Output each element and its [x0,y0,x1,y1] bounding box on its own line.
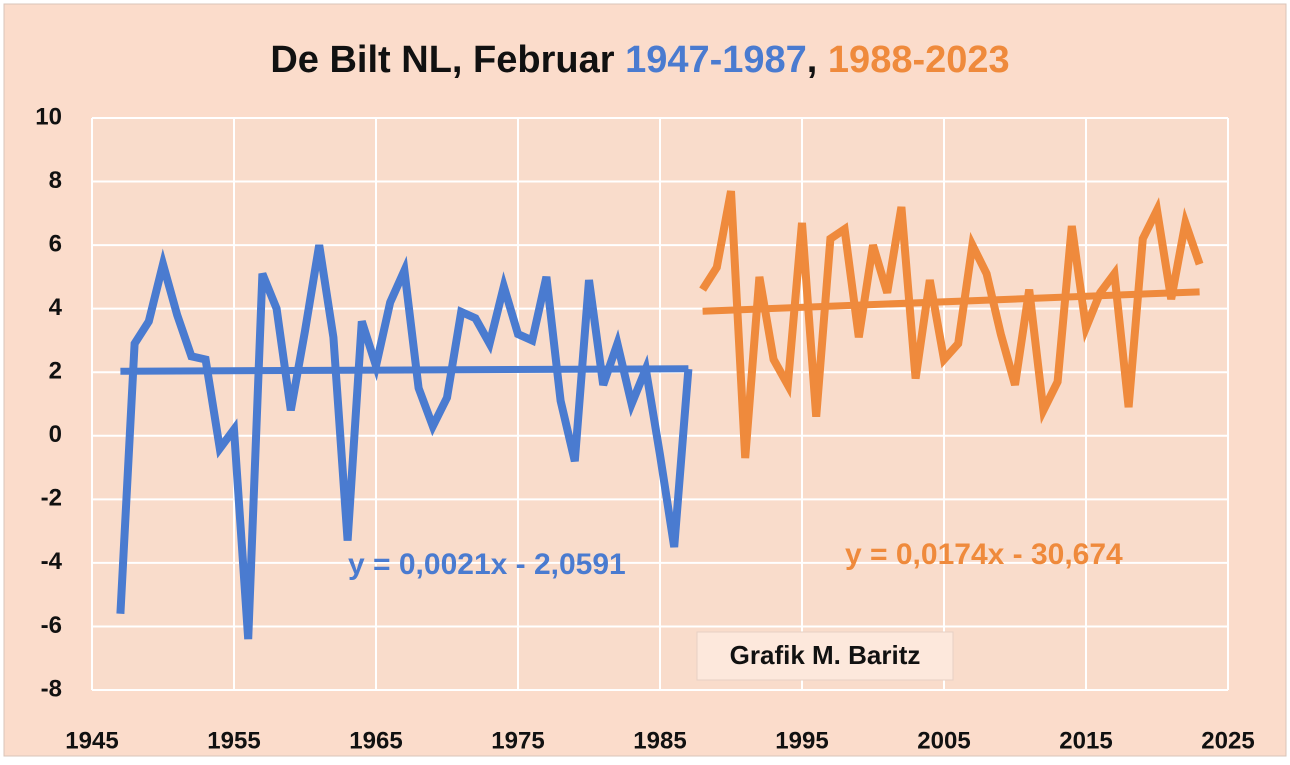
y-tick-label: 4 [49,294,63,321]
x-tick-label: 2025 [1201,727,1254,754]
data-line [116,244,693,640]
y-tick-label: -2 [41,485,62,512]
x-tick-label: 1955 [207,727,260,754]
title-text: De Bilt NL, Februar [270,39,614,81]
y-tick-label: -6 [41,612,62,639]
x-tick-label: 1945 [65,727,118,754]
x-tick-label: 1995 [775,727,828,754]
chart-title: De Bilt NL, Februar 1947-1987, 1988-2023 [270,39,1009,81]
y-tick-label: 6 [49,230,62,257]
y-tick-label: 10 [35,103,62,130]
annotation: Grafik M. Baritz [730,640,921,670]
y-tick-label: 2 [49,358,62,385]
x-tick-label: 2005 [917,727,970,754]
x-tick-label: 1985 [633,727,686,754]
trend-equation: y = 0,0021x - 2,0591 [348,548,626,581]
y-tick-label: 0 [49,421,62,448]
y-tick-label: -4 [41,548,63,575]
y-tick-label: -8 [41,675,62,702]
trend-equation: y = 0,0174x - 30,674 [845,538,1123,571]
title-range-2: 1988-2023 [828,39,1010,81]
data-line [699,190,1204,459]
x-tick-label: 1965 [349,727,402,754]
x-tick-label: 2015 [1059,727,1112,754]
x-tick-label: 1975 [491,727,544,754]
title-separator: , [807,39,818,81]
annotation-box [696,631,954,681]
y-tick-label: 8 [49,167,62,194]
trend-line [120,365,689,375]
title-range-1: 1947-1987 [625,39,807,81]
